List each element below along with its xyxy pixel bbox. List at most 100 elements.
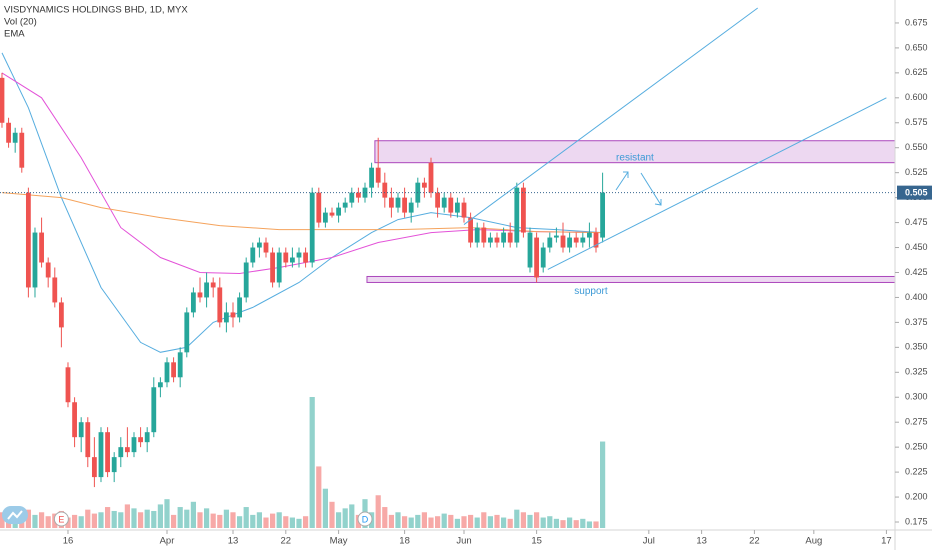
y-tick-label: 0.525 — [905, 167, 928, 177]
volume-bar — [243, 507, 249, 528]
volume-bar — [421, 512, 427, 528]
volume-bar — [256, 512, 262, 528]
y-tick-label: 0.175 — [905, 516, 928, 526]
volume-bar — [448, 514, 454, 528]
x-tick-label: 22 — [281, 536, 292, 547]
indicator-label: Vol (20) — [4, 17, 37, 28]
volume-bar — [401, 516, 408, 528]
volume-bar — [560, 520, 566, 528]
arrow — [615, 171, 629, 191]
x-tick-label: Jun — [456, 536, 471, 547]
x-tick-label: 15 — [531, 536, 542, 547]
volume-bar — [276, 512, 282, 528]
candle-body — [468, 217, 474, 243]
volume-bar — [494, 514, 500, 528]
candle-body — [250, 247, 256, 263]
trend-line — [463, 7, 759, 225]
volume-bar — [190, 501, 196, 528]
volume-bar — [177, 507, 183, 528]
y-tick-label: 0.350 — [905, 342, 928, 352]
volume-bar — [250, 514, 256, 528]
candle-body — [428, 162, 434, 193]
candle-body — [270, 252, 275, 283]
last-price-box — [897, 185, 932, 200]
volume-bar — [302, 516, 309, 528]
candle-body — [151, 387, 157, 433]
trend-line — [547, 97, 887, 270]
volume-bar — [0, 512, 5, 528]
candle-body — [164, 362, 170, 383]
event-label: D — [362, 514, 369, 524]
candle-body — [19, 132, 25, 168]
candle-body — [527, 232, 533, 268]
candle-body — [501, 232, 507, 243]
y-tick-label: 0.325 — [905, 367, 928, 377]
volume-bar — [263, 517, 269, 528]
candle-body — [382, 182, 388, 198]
volume-bar — [329, 501, 335, 528]
volume-bar — [487, 516, 494, 528]
candle-body — [494, 237, 500, 243]
candle-body — [461, 202, 467, 218]
volume-bar — [547, 516, 553, 528]
y-tick-label: 0.675 — [905, 17, 928, 27]
candle-body — [91, 457, 97, 478]
candle-body — [12, 132, 18, 143]
y-tick-label: 0.375 — [905, 317, 928, 327]
candle-body — [342, 202, 348, 208]
candle-body — [171, 362, 176, 378]
volume-bar — [382, 507, 388, 528]
zone-label: resistant — [616, 152, 654, 163]
candle-body — [355, 192, 361, 198]
volume-bar — [164, 499, 170, 528]
candle-body — [72, 402, 77, 438]
candle-body — [587, 232, 592, 238]
volume-bar — [269, 513, 276, 528]
y-tick-label: 0.475 — [905, 217, 928, 227]
candle-body — [6, 122, 11, 143]
volume-bar — [151, 510, 157, 528]
x-tick-label: 13 — [696, 536, 707, 547]
volume-bar — [111, 510, 117, 528]
candle-body — [322, 212, 328, 223]
y-tick-label: 0.450 — [905, 242, 928, 252]
event-label: E — [58, 514, 64, 524]
volume-bar — [210, 513, 216, 528]
candle-body — [369, 167, 374, 188]
event-marker — [357, 511, 373, 527]
volume-bar — [388, 514, 394, 528]
candle-body — [316, 192, 322, 223]
candle-body — [600, 192, 606, 238]
volume-bar — [217, 514, 223, 528]
candle-body — [408, 202, 414, 213]
volume-bar — [283, 516, 289, 528]
x-tick-label: 13 — [228, 536, 239, 547]
volume-bar — [408, 517, 414, 528]
candle-body — [573, 237, 579, 243]
y-tick-label: 0.600 — [905, 92, 928, 102]
candle-body — [303, 252, 308, 263]
candle-body — [547, 237, 553, 248]
candle-body — [362, 187, 368, 198]
candle-body — [184, 312, 190, 353]
volume-bar — [236, 516, 243, 528]
volume-bar — [342, 508, 348, 528]
y-tick-label: 0.400 — [905, 292, 928, 302]
candle-body — [124, 447, 130, 453]
candle-body — [52, 277, 58, 303]
y-tick-label: 0.650 — [905, 42, 928, 52]
candle-body — [39, 232, 44, 263]
volume-bar — [501, 517, 507, 528]
candle-body — [289, 257, 295, 263]
volume-bar — [289, 517, 295, 528]
candle-body — [534, 237, 540, 278]
candle-body — [521, 187, 526, 233]
volume-bar — [91, 513, 97, 528]
x-tick-label: Jul — [643, 536, 655, 547]
chart-title: VISDYNAMICS HOLDINGS BHD, 1D, MYX — [4, 5, 188, 16]
candle-body — [593, 232, 599, 248]
volume-bar — [534, 512, 540, 528]
candle-body — [329, 212, 335, 216]
ema-line — [1, 52, 603, 353]
